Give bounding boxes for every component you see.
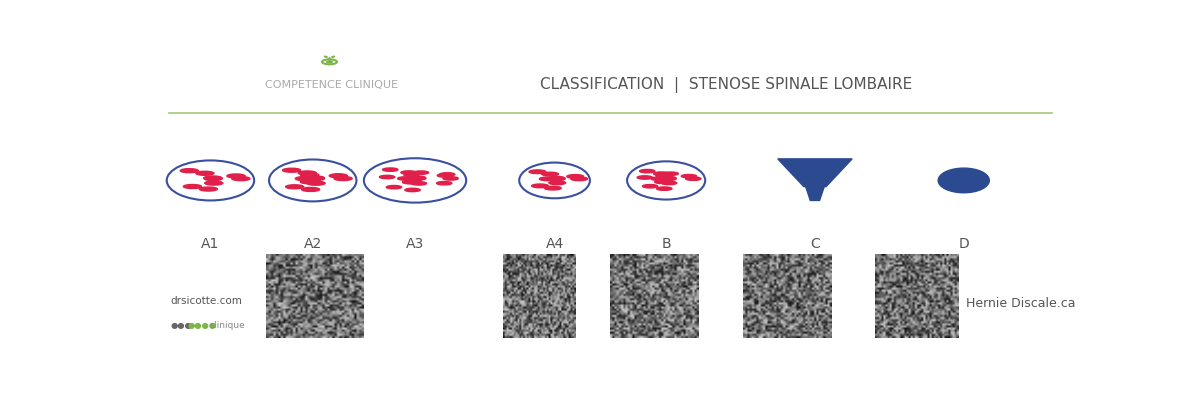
Ellipse shape [548,177,565,181]
Ellipse shape [306,176,324,180]
Ellipse shape [532,184,548,188]
Ellipse shape [205,181,223,185]
Ellipse shape [656,187,672,190]
Text: A1: A1 [202,236,220,250]
Ellipse shape [282,168,301,172]
Ellipse shape [383,168,398,171]
Ellipse shape [334,176,352,180]
Polygon shape [805,186,824,200]
Ellipse shape [403,180,419,184]
Ellipse shape [412,182,427,185]
Ellipse shape [204,176,222,180]
Ellipse shape [286,185,304,189]
Ellipse shape [402,180,418,184]
Ellipse shape [386,186,402,189]
Ellipse shape [540,177,556,181]
Ellipse shape [437,182,452,185]
Circle shape [326,61,332,63]
Ellipse shape [301,173,319,177]
Ellipse shape [529,170,546,174]
Ellipse shape [661,177,677,180]
Text: clinique: clinique [210,321,245,330]
Ellipse shape [306,176,324,180]
Ellipse shape [227,174,245,178]
Text: D: D [959,236,970,250]
Ellipse shape [650,177,666,180]
Text: B: B [661,236,671,250]
Ellipse shape [655,180,670,184]
Ellipse shape [655,174,671,177]
Text: A3: A3 [406,236,424,250]
Ellipse shape [397,177,413,180]
Ellipse shape [439,173,455,176]
Ellipse shape [184,184,202,188]
Ellipse shape [180,169,198,173]
Ellipse shape [232,177,250,181]
Ellipse shape [196,171,214,175]
FancyBboxPatch shape [936,298,959,310]
Ellipse shape [410,177,426,180]
Ellipse shape [401,171,416,174]
Ellipse shape [661,181,677,185]
Ellipse shape [682,174,697,178]
Ellipse shape [541,172,558,176]
Text: ●●●: ●●● [170,321,192,330]
Ellipse shape [685,177,701,180]
FancyBboxPatch shape [938,311,955,319]
Ellipse shape [329,174,347,178]
Text: Hernie Discale.ca: Hernie Discale.ca [966,297,1075,310]
Text: A2: A2 [304,236,322,250]
Ellipse shape [655,180,671,183]
Ellipse shape [410,176,426,180]
Ellipse shape [404,188,420,192]
Ellipse shape [938,168,989,193]
Ellipse shape [662,172,678,175]
Ellipse shape [404,173,419,176]
Ellipse shape [295,177,313,181]
Ellipse shape [642,184,658,188]
Ellipse shape [413,171,428,174]
Ellipse shape [406,179,421,182]
Ellipse shape [204,176,222,180]
Ellipse shape [379,175,395,179]
Ellipse shape [298,171,317,175]
Ellipse shape [566,175,583,178]
Text: COMPETENCE CLINIQUE: COMPETENCE CLINIQUE [265,80,398,90]
Ellipse shape [301,188,319,192]
Text: CLASSIFICATION  |  STENOSE SPINALE LOMBAIRE: CLASSIFICATION | STENOSE SPINALE LOMBAIR… [540,77,913,93]
Ellipse shape [548,181,565,185]
Text: drsicotte.com: drsicotte.com [170,296,242,306]
Ellipse shape [307,181,325,185]
Ellipse shape [637,176,653,179]
Text: ●●●●: ●●●● [187,321,216,330]
Ellipse shape [654,172,668,175]
Ellipse shape [199,187,217,191]
Ellipse shape [443,177,458,180]
Ellipse shape [640,170,655,173]
Ellipse shape [548,176,565,180]
Ellipse shape [661,176,676,180]
Polygon shape [778,159,852,186]
Ellipse shape [658,179,673,182]
Ellipse shape [545,186,562,190]
Ellipse shape [437,174,452,177]
Text: C: C [810,236,820,250]
Ellipse shape [300,180,318,184]
Ellipse shape [571,177,588,181]
Text: A4: A4 [546,236,564,250]
